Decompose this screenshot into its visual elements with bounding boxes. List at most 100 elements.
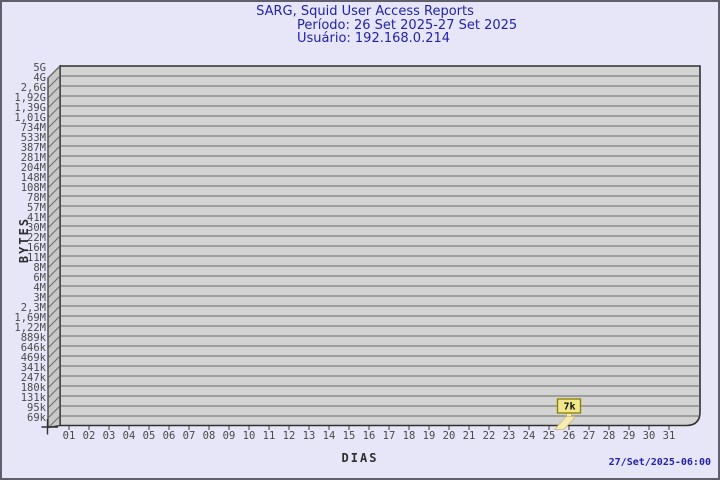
x-tick-label: 04 bbox=[123, 430, 136, 442]
x-axis-labels: 01 02 03 04 05 06 07 08 09 10 11 12 13 14 15 16 17 18 19 20… bbox=[63, 430, 676, 442]
y-tick bbox=[47, 275, 61, 289]
x-tick-label: 27 bbox=[583, 430, 596, 442]
chart-user: Usuário: 192.168.0.214 bbox=[297, 31, 451, 46]
chart-period: Período: 26 Set 2025-27 Set 2025 bbox=[297, 17, 518, 33]
y-tick-label: 11M bbox=[27, 252, 46, 264]
y-tick bbox=[47, 405, 61, 419]
x-tick-label: 31 bbox=[663, 430, 676, 442]
x-tick-label: 16 bbox=[363, 430, 376, 442]
y-tick bbox=[47, 245, 61, 259]
y-tick bbox=[47, 265, 61, 279]
y-tick-label: 533M bbox=[21, 132, 46, 144]
bars: 7k bbox=[553, 398, 582, 430]
x-tick-label: 28 bbox=[603, 430, 616, 442]
y-tick-label: 57M bbox=[27, 202, 46, 214]
x-tick-label: 21 bbox=[463, 430, 476, 442]
y-tick-label: 2,6G bbox=[21, 82, 46, 94]
y-tick bbox=[47, 125, 61, 139]
y-tick bbox=[47, 355, 61, 369]
y-tick bbox=[47, 225, 61, 239]
x-tick-label: 01 bbox=[63, 430, 76, 442]
y-tick bbox=[47, 235, 61, 249]
y-axis-title: BYTES bbox=[17, 216, 31, 264]
y-tick bbox=[47, 165, 61, 179]
y-tick bbox=[47, 155, 61, 169]
x-tick-label: 29 bbox=[623, 430, 636, 442]
y-tick-label: 6M bbox=[33, 272, 46, 284]
y-tick bbox=[47, 415, 61, 429]
y-tick-label: 108M bbox=[21, 182, 46, 194]
y-tick bbox=[47, 365, 61, 379]
y-tick-label: 131k bbox=[21, 392, 47, 404]
y-tick bbox=[47, 345, 61, 359]
y-tick-label: 1,69M bbox=[14, 312, 46, 324]
y-tick-label: 148M bbox=[21, 172, 46, 184]
y-tick-label: 1,01G bbox=[14, 112, 46, 124]
x-tick-label: 11 bbox=[263, 430, 276, 442]
y-tick bbox=[47, 195, 61, 209]
gridlines bbox=[60, 75, 700, 417]
x-tick-label: 30 bbox=[643, 430, 656, 442]
y-tick-label: 16M bbox=[27, 242, 46, 254]
x-tick-label: 02 bbox=[83, 430, 96, 442]
y-tick bbox=[47, 375, 61, 389]
x-axis-title: DIAS bbox=[341, 451, 379, 465]
y-tick-label: 30M bbox=[27, 222, 46, 234]
y-tick-label: 4M bbox=[33, 282, 46, 294]
x-tick-label: 15 bbox=[343, 430, 356, 442]
y-tick bbox=[47, 215, 61, 229]
x-tick-label: 14 bbox=[323, 430, 336, 442]
y-tick-label: 281M bbox=[21, 152, 46, 164]
x-tick-label: 10 bbox=[243, 430, 256, 442]
chart-title: SARG, Squid User Access Reports bbox=[256, 4, 474, 19]
x-tick-label: 22 bbox=[483, 430, 496, 442]
y-tick bbox=[47, 255, 61, 269]
x-tick-label: 24 bbox=[523, 430, 536, 442]
x-tick-label: 19 bbox=[423, 430, 436, 442]
x-tick-label: 23 bbox=[503, 430, 516, 442]
y-tick bbox=[47, 335, 61, 349]
y-tick-label: 69k bbox=[27, 412, 47, 424]
bar-value-tag bbox=[556, 398, 582, 414]
x-tick-label: 03 bbox=[103, 430, 116, 442]
y-tick bbox=[47, 285, 61, 299]
y-tick-label: 95k bbox=[27, 402, 47, 414]
y-tick-label: 387M bbox=[21, 142, 46, 154]
y-tick-label: 180k bbox=[21, 382, 47, 394]
x-tick-label: 13 bbox=[303, 430, 316, 442]
y-tick bbox=[47, 305, 61, 319]
x-tick-label: 09 bbox=[223, 430, 236, 442]
x-tick-label: 05 bbox=[143, 430, 156, 442]
x-tick-label: 25 bbox=[543, 430, 556, 442]
x-tick-label: 12 bbox=[283, 430, 296, 442]
y-tick-label: 4G bbox=[33, 72, 46, 84]
y-tick bbox=[47, 185, 61, 199]
y-tick-label: 2,3M bbox=[21, 302, 46, 314]
y-tick bbox=[47, 95, 61, 109]
bar bbox=[553, 416, 577, 430]
x-tick-label: 18 bbox=[403, 430, 416, 442]
y-tick bbox=[47, 75, 61, 89]
y-tick bbox=[47, 105, 61, 119]
y-axis-labels: 5G4G2,6G1,92G1,39G1,01G734M533M387M281M2… bbox=[14, 62, 46, 424]
y-tick-label: 22M bbox=[27, 232, 46, 244]
axis-origin-cross bbox=[41, 419, 58, 435]
chart-header: SARG, Squid User Access Reports Período:… bbox=[50, 5, 680, 46]
y-tick-label: 247k bbox=[21, 372, 47, 384]
y-tick-label: 8M bbox=[33, 262, 46, 274]
y-tick bbox=[47, 315, 61, 329]
y-tick bbox=[47, 385, 61, 399]
y-tick bbox=[47, 145, 61, 159]
bar-value-label: 7k bbox=[563, 402, 575, 413]
y-tick bbox=[47, 175, 61, 189]
y-tick bbox=[47, 85, 61, 99]
y-tick bbox=[47, 205, 61, 219]
y-tick-label: 1,92G bbox=[14, 92, 46, 104]
x-tick-label: 07 bbox=[183, 430, 196, 442]
y-tick-label: 78M bbox=[27, 192, 46, 204]
x-tick-label: 06 bbox=[163, 430, 176, 442]
y-tick bbox=[47, 135, 61, 149]
y-tick bbox=[47, 295, 61, 309]
x-tick-label: 20 bbox=[443, 430, 456, 442]
x-axis-ticks bbox=[68, 426, 670, 430]
